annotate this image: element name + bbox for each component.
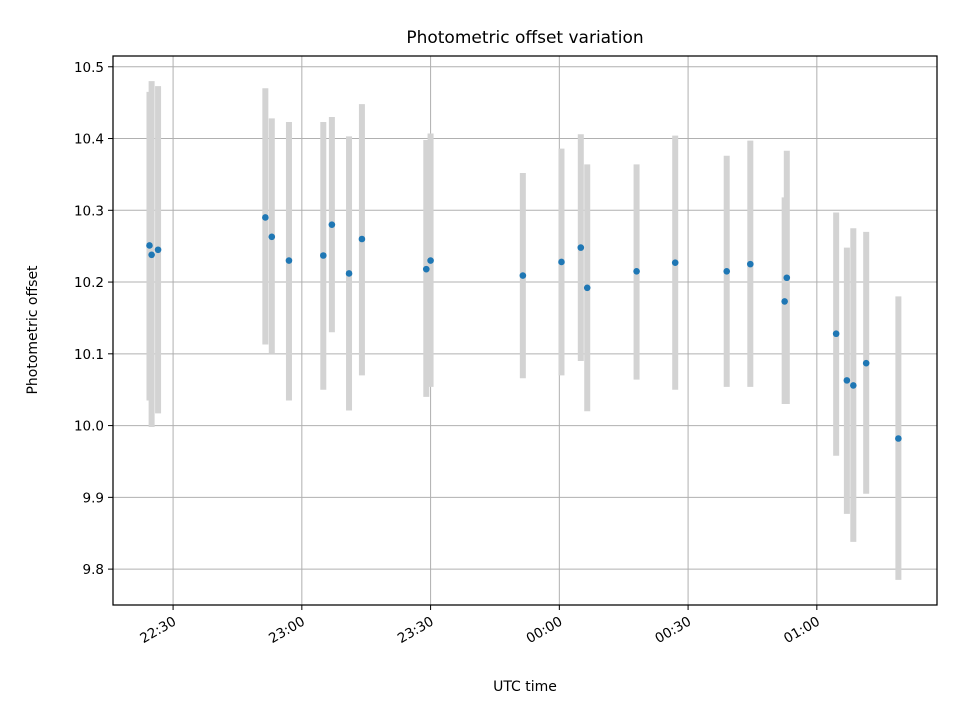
y-tick-label: 10.0 [74, 419, 104, 435]
x-tick-label: 22:30 [137, 614, 179, 647]
y-tick-label: 10.1 [74, 347, 104, 363]
data-point [262, 214, 269, 221]
data-point [781, 298, 788, 305]
y-axis-label: Photometric offset [25, 265, 41, 395]
x-tick-label: 00:00 [524, 614, 566, 647]
data-point [328, 221, 336, 228]
data-point [783, 274, 791, 282]
data-point [345, 270, 353, 277]
data-point [862, 359, 870, 367]
data-point [358, 235, 366, 243]
data-point [146, 242, 153, 249]
error-bars [146, 81, 902, 580]
x-tick-label: 23:30 [395, 614, 437, 647]
x-tick-label: 23:00 [266, 614, 308, 647]
data-point [633, 267, 640, 275]
data-point [671, 259, 679, 266]
data-point [558, 258, 565, 266]
data-point [577, 244, 585, 251]
y-tick-label: 10.2 [74, 275, 104, 291]
data-point [843, 377, 851, 384]
data-point [154, 246, 162, 254]
data-point [832, 330, 840, 338]
data-point [850, 382, 857, 389]
y-tick-label: 9.8 [83, 562, 104, 578]
data-point [422, 265, 430, 273]
y-tick-label: 10.3 [74, 203, 104, 219]
data-point [285, 257, 293, 264]
data-point [319, 252, 327, 259]
plot-frame [112, 55, 938, 606]
data-point [148, 251, 155, 259]
x-tick-label: 01:00 [781, 614, 823, 647]
x-tick-label: 00:30 [652, 614, 694, 647]
y-tick-label: 10.5 [74, 60, 104, 76]
data-point [583, 284, 591, 292]
data-point [895, 435, 902, 442]
data-point [723, 267, 731, 275]
data-point [427, 257, 434, 264]
data-point [519, 272, 527, 279]
chart-title: Photometric offset variation [406, 28, 643, 48]
data-points [146, 214, 902, 442]
data-point [268, 233, 276, 241]
data-point [747, 260, 754, 268]
y-tick-label: 9.9 [83, 490, 104, 506]
y-tick-label: 10.4 [74, 132, 104, 148]
x-axis-label: UTC time [493, 679, 557, 695]
